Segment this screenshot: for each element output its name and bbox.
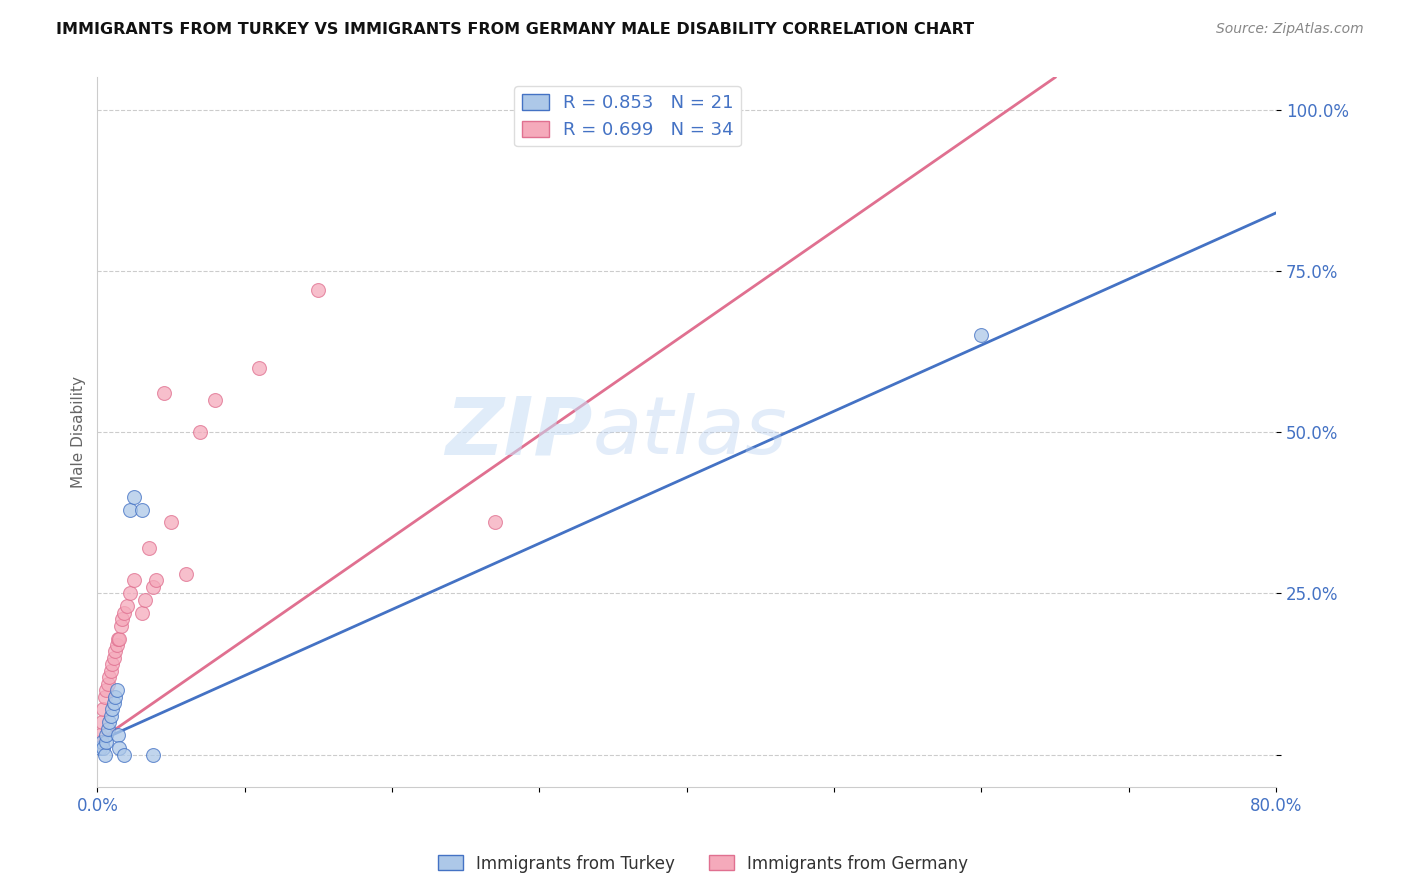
Point bbox=[96, 734, 118, 748]
Point bbox=[204, 392, 226, 407]
Point bbox=[96, 683, 118, 698]
Point bbox=[131, 502, 153, 516]
Legend: R = 0.853   N = 21, R = 0.699   N = 34: R = 0.853 N = 21, R = 0.699 N = 34 bbox=[515, 87, 741, 146]
Point bbox=[89, 741, 111, 756]
Point bbox=[100, 664, 122, 678]
Point bbox=[90, 734, 112, 748]
Point bbox=[142, 580, 165, 594]
Point bbox=[107, 728, 129, 742]
Point bbox=[190, 425, 212, 439]
Point bbox=[91, 702, 114, 716]
Point bbox=[103, 651, 125, 665]
Point bbox=[90, 715, 112, 730]
Point bbox=[160, 516, 183, 530]
Point bbox=[118, 502, 141, 516]
Point bbox=[98, 670, 121, 684]
Point bbox=[93, 747, 115, 762]
Point bbox=[93, 690, 115, 704]
Point bbox=[108, 632, 131, 646]
Point bbox=[97, 676, 120, 690]
Point bbox=[131, 606, 153, 620]
Point bbox=[134, 592, 156, 607]
Point bbox=[484, 516, 506, 530]
Point bbox=[98, 715, 121, 730]
Point bbox=[307, 283, 329, 297]
Point bbox=[970, 328, 993, 343]
Point bbox=[152, 386, 174, 401]
Point bbox=[111, 612, 134, 626]
Point bbox=[138, 541, 160, 556]
Point bbox=[142, 747, 165, 762]
Point bbox=[145, 574, 167, 588]
Point bbox=[104, 690, 127, 704]
Point bbox=[112, 606, 135, 620]
Point bbox=[89, 728, 111, 742]
Point bbox=[105, 638, 128, 652]
Point bbox=[115, 599, 138, 614]
Point bbox=[101, 657, 124, 672]
Point bbox=[108, 741, 131, 756]
Text: Source: ZipAtlas.com: Source: ZipAtlas.com bbox=[1216, 22, 1364, 37]
Point bbox=[122, 490, 145, 504]
Text: ZIP: ZIP bbox=[446, 393, 592, 471]
Y-axis label: Male Disability: Male Disability bbox=[72, 376, 86, 488]
Point bbox=[110, 618, 132, 632]
Legend: Immigrants from Turkey, Immigrants from Germany: Immigrants from Turkey, Immigrants from … bbox=[432, 848, 974, 880]
Point bbox=[97, 722, 120, 736]
Text: IMMIGRANTS FROM TURKEY VS IMMIGRANTS FROM GERMANY MALE DISABILITY CORRELATION CH: IMMIGRANTS FROM TURKEY VS IMMIGRANTS FRO… bbox=[56, 22, 974, 37]
Point bbox=[174, 567, 197, 582]
Point bbox=[249, 360, 271, 375]
Point bbox=[112, 747, 135, 762]
Point bbox=[118, 586, 141, 600]
Point bbox=[87, 734, 110, 748]
Point bbox=[91, 741, 114, 756]
Point bbox=[105, 683, 128, 698]
Point bbox=[100, 709, 122, 723]
Point bbox=[122, 574, 145, 588]
Point bbox=[96, 728, 118, 742]
Point bbox=[101, 702, 124, 716]
Point bbox=[104, 644, 127, 658]
Text: atlas: atlas bbox=[592, 393, 787, 471]
Point bbox=[103, 696, 125, 710]
Point bbox=[107, 632, 129, 646]
